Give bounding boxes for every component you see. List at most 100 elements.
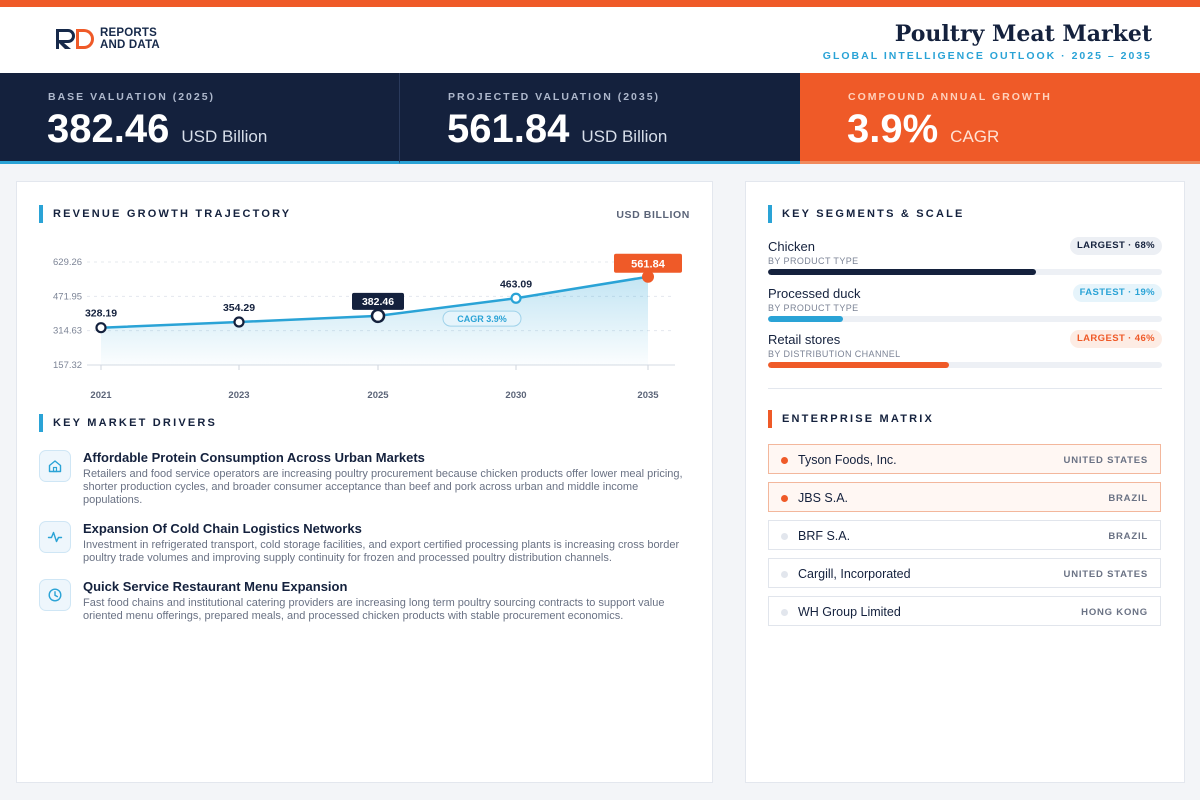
clock-icon: [39, 579, 71, 611]
segment-bar-track: [768, 362, 1162, 368]
logo-line-1: REPORTS: [100, 27, 157, 39]
revenue-chart: 629.26 471.95 314.63 157.32 2021 2023 2025 2030…: [53, 253, 682, 401]
y-tick-label: 314.63: [53, 326, 82, 337]
chart-unit-label: USD BILLION: [616, 209, 690, 221]
data-point: [370, 308, 386, 324]
company-row[interactable]: Tyson Foods, Inc. UNITED STATES: [768, 444, 1161, 474]
driver-title: Affordable Protein Consumption Across Ur…: [83, 450, 425, 465]
cagr-pill-label: CAGR 3.9%: [457, 314, 507, 324]
cagr-pill: [442, 310, 522, 327]
kpi-label: PROJECTED VALUATION (2035): [448, 91, 661, 103]
segment-category: BY PRODUCT TYPE: [768, 256, 859, 266]
kpi-value-group: 382.46 USD Billion: [47, 107, 267, 152]
kpi-number: 3.9%: [847, 107, 939, 151]
kpi-base-valuation: BASE VALUATION (2025) 382.46 USD Billion: [0, 73, 400, 164]
company-row[interactable]: WH Group Limited HONG KONG: [768, 596, 1161, 626]
right-panel: KEY SEGMENTS & SCALE Chicken BY PRODUCT …: [745, 181, 1185, 783]
brand-logo[interactable]: REPORTS AND DATA: [54, 27, 160, 51]
segment-bar-fill: [768, 362, 950, 368]
kpi-unit: USD Billion: [181, 127, 268, 146]
segment-badge: FASTEST · 19%: [1072, 284, 1162, 302]
data-label: 354.29: [223, 302, 255, 314]
section-accent: [39, 205, 43, 223]
drivers-section-header: KEY MARKET DRIVERS: [39, 414, 217, 432]
driver-title: Expansion Of Cold Chain Logistics Networ…: [83, 521, 362, 536]
status-dot: [781, 533, 788, 540]
x-tick-label: 2035: [637, 390, 659, 401]
data-point: [233, 316, 245, 328]
company-country: BRAZIL: [1108, 531, 1148, 542]
segment-chicken: Chicken BY PRODUCT TYPE LARGEST · 68%: [768, 237, 1162, 275]
segment-category: BY PRODUCT TYPE: [768, 303, 859, 313]
company-name: WH Group Limited: [798, 605, 901, 619]
pulse-icon: [39, 521, 71, 553]
status-dot: [781, 495, 788, 502]
kpi-cagr: COMPOUND ANNUAL GROWTH 3.9% CAGR: [800, 73, 1200, 164]
section-divider: [768, 388, 1162, 389]
data-label: 463.09: [500, 278, 532, 290]
status-dot: [781, 571, 788, 578]
kpi-strip: BASE VALUATION (2025) 382.46 USD Billion…: [0, 73, 1200, 164]
revenue-section-title: REVENUE GROWTH TRAJECTORY: [53, 208, 292, 220]
company-row[interactable]: JBS S.A. BRAZIL: [768, 482, 1161, 512]
drivers-section-title: KEY MARKET DRIVERS: [53, 417, 218, 429]
y-tick-label: 629.26: [53, 257, 82, 268]
segments-section-title: KEY SEGMENTS & SCALE: [782, 208, 965, 220]
data-label-bg: [352, 292, 404, 310]
segment-badge: LARGEST · 46%: [1069, 330, 1162, 348]
page-title: Poultry Meat Market: [894, 21, 1152, 47]
home-icon: [39, 450, 71, 482]
company-row[interactable]: Cargill, Incorporated UNITED STATES: [768, 558, 1161, 588]
top-accent-bar: [0, 0, 1200, 7]
kpi-number: 382.46: [47, 107, 170, 151]
drivers-list: Affordable Protein Consumption Across Ur…: [39, 450, 689, 637]
segment-retail-stores: Retail stores BY DISTRIBUTION CHANNEL LA…: [768, 330, 1162, 368]
chart-marks: CAGR 3.9% 328.19 354.29 382.46 463.09 561.84: [85, 253, 682, 334]
segment-name: Chicken: [768, 239, 815, 254]
brand-wordmark: REPORTS AND DATA: [100, 27, 160, 51]
company-country: UNITED STATES: [1063, 569, 1148, 580]
driver-item: Quick Service Restaurant Menu Expansion …: [39, 579, 689, 623]
kpi-label: BASE VALUATION (2025): [48, 91, 216, 103]
x-tick-label: 2025: [367, 390, 389, 401]
status-dot: [781, 609, 788, 616]
company-country: BRAZIL: [1108, 493, 1148, 504]
kpi-label: COMPOUND ANNUAL GROWTH: [848, 91, 1052, 103]
company-row[interactable]: BRF S.A. BRAZIL: [768, 520, 1161, 550]
data-label: 328.19: [85, 308, 117, 320]
matrix-section-header: ENTERPRISE MATRIX: [768, 410, 934, 428]
kpi-value-group: 561.84 USD Billion: [447, 107, 667, 152]
data-label: 561.84: [631, 259, 666, 271]
driver-body: Quick Service Restaurant Menu Expansion …: [83, 579, 683, 623]
data-point: [510, 292, 522, 304]
rd-logo-mark: [56, 29, 94, 49]
driver-item: Affordable Protein Consumption Across Ur…: [39, 450, 689, 507]
driver-description: Fast food chains and institutional cater…: [83, 597, 665, 622]
kpi-value-group: 3.9% CAGR: [847, 107, 999, 152]
x-tick-label: 2030: [505, 390, 526, 401]
logo-line-2: AND DATA: [100, 39, 160, 51]
kpi-unit: CAGR: [950, 127, 1000, 146]
segment-bar-fill: [768, 269, 1036, 275]
segment-bar-track: [768, 316, 1162, 322]
company-name: Cargill, Incorporated: [798, 567, 911, 581]
driver-body: Expansion Of Cold Chain Logistics Networ…: [83, 521, 683, 565]
segments-section-header: KEY SEGMENTS & SCALE: [768, 205, 965, 223]
x-tick-label: 2021: [90, 390, 112, 401]
segment-category: BY DISTRIBUTION CHANNEL: [768, 349, 901, 359]
data-label: 382.46: [362, 296, 394, 308]
section-accent: [768, 410, 772, 428]
y-tick-label: 471.95: [53, 291, 82, 302]
section-accent: [768, 205, 772, 223]
driver-description: Investment in refrigerated transport, co…: [83, 539, 680, 564]
matrix-section-title: ENTERPRISE MATRIX: [782, 413, 935, 425]
segment-bar-fill: [768, 316, 843, 322]
segment-badge: LARGEST · 68%: [1069, 237, 1162, 255]
page-subtitle: GLOBAL INTELLIGENCE OUTLOOK · 2025 – 203…: [822, 50, 1152, 62]
kpi-unit: USD Billion: [581, 127, 668, 146]
page-header: REPORTS AND DATA Poultry Meat Market GLO…: [0, 7, 1200, 73]
company-country: HONG KONG: [1081, 607, 1148, 618]
company-country: UNITED STATES: [1063, 455, 1148, 466]
driver-body: Affordable Protein Consumption Across Ur…: [83, 450, 683, 507]
driver-item: Expansion Of Cold Chain Logistics Networ…: [39, 521, 689, 565]
